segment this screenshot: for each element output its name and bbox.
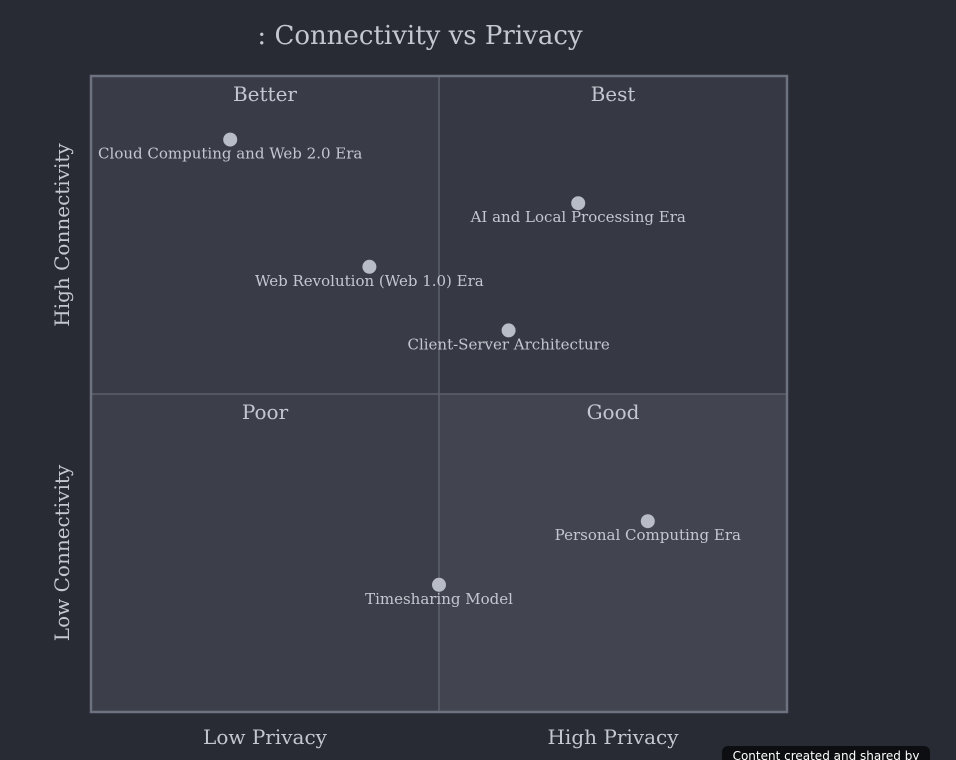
quadrant-bottom-right — [439, 394, 787, 712]
data-point[interactable] — [640, 514, 655, 529]
data-point[interactable] — [571, 196, 586, 211]
quadrant-bottom-left — [91, 394, 439, 712]
quadrant-label-better: Better — [233, 82, 297, 106]
point-label: Cloud Computing and Web 2.0 Era — [98, 145, 362, 163]
data-point[interactable] — [223, 132, 238, 147]
footer-credit-badge[interactable]: Content created and shared by — [722, 746, 930, 760]
point-label: AI and Local Processing Era — [470, 208, 686, 226]
point-label: Client-Server Architecture — [407, 335, 609, 353]
x-axis-high-label: High Privacy — [547, 725, 679, 749]
points-layer: Cloud Computing and Web 2.0 Era AI and Lo… — [98, 132, 741, 608]
data-point[interactable] — [432, 577, 446, 592]
y-axis-high-label: High Connectivity — [50, 143, 74, 327]
quadrant-label-good: Good — [587, 400, 640, 424]
quadrant-top-right — [439, 76, 787, 394]
quadrant-label-poor: Poor — [242, 400, 289, 424]
plot-border — [89, 74, 789, 714]
data-point[interactable] — [362, 259, 377, 274]
x-axis-low-label: Low Privacy — [203, 725, 328, 749]
data-point[interactable] — [501, 323, 516, 338]
y-axis-low-label: Low Connectivity — [50, 464, 74, 641]
point-label: Timesharing Model — [365, 590, 513, 608]
quadrant-top-left — [91, 76, 439, 394]
quadrant-label-best: Best — [591, 82, 636, 106]
point-label: Personal Computing Era — [555, 526, 741, 544]
chart-title: : Connectivity vs Privacy — [257, 21, 582, 51]
point-label: Web Revolution (Web 1.0) Era — [255, 272, 484, 290]
